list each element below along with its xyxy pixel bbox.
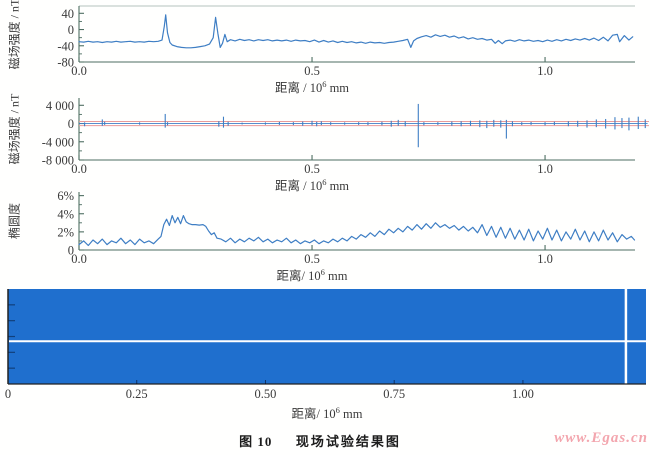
p3-x-tick-label: 0.0 [71, 252, 87, 266]
plot1-y-axis-label-text: 磁场强度 / nT [7, 0, 22, 70]
p1-x-tick-label: 1.0 [537, 64, 553, 78]
band-x-tick-label: 1.00 [512, 387, 534, 401]
plot3-x-axis-label-sup: 6 [320, 266, 325, 277]
p1-y-tick-label: 40 [62, 7, 75, 21]
p2-x-tick-label: 0.5 [304, 162, 320, 176]
plot2-x-axis-label-sup: 6 [322, 176, 327, 187]
p1-y-tick-label: -40 [57, 39, 74, 53]
p2-y-tick-label: -4 000 [42, 135, 74, 149]
band-x-axis-label-unit: mm [339, 407, 363, 421]
band-x-axis-label: 距离/ 106 mm [247, 403, 407, 422]
p3-trace [78, 215, 636, 247]
p3-y-tick-label: 2% [57, 225, 74, 239]
figure-caption-title: 现场试验结果图 [295, 434, 401, 449]
p2-y-tick-label: 0 [68, 117, 74, 131]
plot1-x-axis-label-unit: mm [326, 81, 350, 95]
watermark-text: www.Egas.cn [554, 430, 648, 446]
plot1-x-axis-label: 距离 / 106 mm [232, 77, 392, 96]
band-x-axis-label-sup: 6 [335, 404, 340, 415]
plot2-y-axis-label-text: 磁场强度 / nT [7, 93, 22, 165]
figure-caption: 图 10 现场试验结果图 [0, 431, 640, 450]
plot3-x-axis-label: 距离/ 106 mm [232, 265, 392, 284]
p1-x-tick-label: 0.5 [304, 64, 320, 78]
plot2-x-axis-label: 距离 / 106 mm [232, 175, 392, 194]
plot3-y-axis-label: 椭圆度 [6, 203, 23, 239]
band-x-axis-label-text: 距离/ 10 [291, 407, 336, 421]
p2-x-tick-label: 0.0 [71, 162, 87, 176]
plot3-y-axis-label-text: 椭圆度 [7, 202, 22, 240]
p1-trace [78, 14, 634, 49]
p2-x-tick-label: 1.0 [537, 162, 553, 176]
band-x-tick-label: 0.50 [255, 387, 277, 401]
figure-caption-number: 图 10 [239, 434, 273, 449]
p3-x-tick-label: 0.5 [304, 252, 320, 266]
p3-y-tick-label: 0 [68, 244, 74, 258]
plot1-y-axis-label: 磁场强度 / nT [6, 0, 23, 69]
p3-y-tick-label: 6% [57, 189, 74, 203]
p3-y-tick-label: 4% [57, 207, 74, 221]
p1-y-tick-label: 0 [68, 23, 74, 37]
plot3-x-axis-label-unit: mm [324, 269, 348, 283]
band-x-tick-label: 0 [5, 387, 11, 401]
plot2-x-axis-label-text: 距离 / 10 [274, 179, 323, 193]
plot2-y-axis-label: 磁场强度 / nT [6, 94, 23, 165]
p2-y-tick-label: -8 000 [42, 154, 74, 168]
p1-x-tick-label: 0.0 [71, 64, 87, 78]
band-intensity-area [8, 289, 646, 384]
band-x-tick-label: 0.75 [383, 387, 405, 401]
plot2-x-axis-label-unit: mm [326, 179, 350, 193]
plot3-x-axis-label-text: 距离/ 10 [276, 269, 321, 283]
plot1-x-axis-label-text: 距离 / 10 [274, 81, 323, 95]
p3-x-tick-label: 1.0 [537, 252, 553, 266]
p1-y-tick-label: -80 [57, 56, 74, 70]
p2-y-tick-label: 4 000 [46, 99, 74, 113]
band-x-tick-label: 0.25 [126, 387, 148, 401]
plot1-x-axis-label-sup: 6 [322, 78, 327, 89]
